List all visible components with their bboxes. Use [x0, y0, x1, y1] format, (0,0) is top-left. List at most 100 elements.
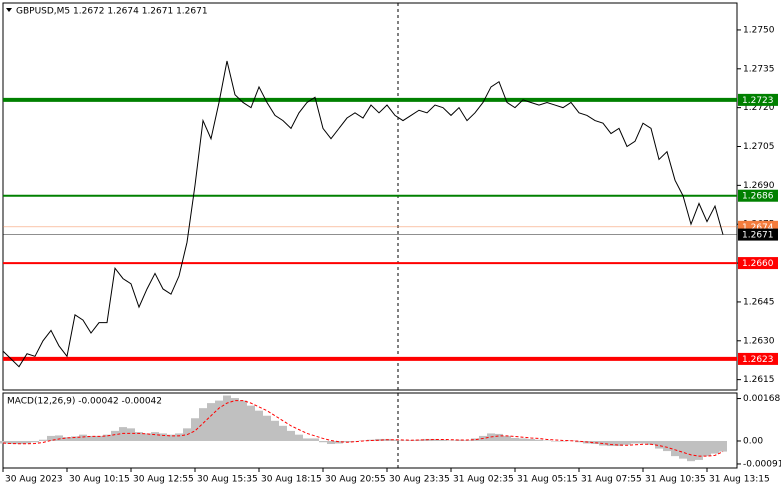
- level-label-box: [738, 352, 778, 365]
- macd-bar: [439, 439, 447, 441]
- macd-bar: [215, 400, 223, 441]
- macd-bar: [711, 440, 719, 454]
- y-tick-label: 0.00: [743, 436, 763, 446]
- macd-bar: [199, 408, 207, 441]
- macd-bar: [191, 418, 199, 441]
- macd-bar: [39, 439, 47, 441]
- macd-bar: [311, 438, 319, 441]
- x-tick-label: 30 Aug 18:15: [261, 475, 322, 485]
- macd-bar: [431, 438, 439, 441]
- macd-bar: [303, 438, 311, 441]
- macd-bar: [679, 440, 687, 459]
- macd-bar: [119, 427, 127, 441]
- macd-bar: [399, 440, 407, 441]
- macd-bar: [671, 440, 679, 457]
- macd-bar: [655, 440, 663, 449]
- macd-bar: [687, 440, 695, 462]
- y-tick-label: 1.2645: [743, 297, 775, 307]
- macd-bar: [239, 400, 247, 441]
- macd-bar: [327, 440, 335, 445]
- macd-bar: [319, 440, 327, 443]
- macd-bar: [127, 428, 135, 441]
- y-tick-label: 1.2750: [743, 25, 775, 35]
- macd-bar: [647, 440, 655, 445]
- level-label: 1.2723: [742, 96, 774, 106]
- level-label-box: [738, 189, 778, 202]
- chart-title: GBPUSD,M5 1.2672 1.2674 1.2671 1.2671: [16, 7, 208, 17]
- macd-bar: [719, 440, 727, 452]
- macd-bar: [279, 425, 287, 441]
- macd-bar: [23, 440, 31, 444]
- macd-bar: [551, 440, 559, 442]
- macd-bar: [535, 439, 543, 441]
- macd-bar: [639, 440, 647, 444]
- macd-bar: [511, 437, 519, 441]
- macd-bar: [255, 410, 263, 441]
- x-tick-label: 31 Aug 07:55: [581, 475, 642, 485]
- macd-bar: [79, 434, 87, 441]
- macd-bar: [495, 433, 503, 441]
- x-tick-label: 31 Aug 02:35: [453, 475, 514, 485]
- macd-bar: [351, 440, 359, 442]
- macd-bar: [631, 440, 639, 444]
- macd-bar: [271, 420, 279, 441]
- price-marker-box: [738, 228, 778, 241]
- macd-bar: [447, 440, 455, 441]
- macd-bar: [527, 438, 535, 441]
- y-tick-label: 0.00168: [743, 394, 780, 404]
- macd-bar: [263, 415, 271, 441]
- macd-bar: [607, 440, 615, 447]
- macd-bar: [159, 433, 167, 441]
- macd-bar: [663, 440, 671, 452]
- macd-bar: [543, 440, 551, 441]
- macd-bar: [135, 432, 143, 441]
- x-tick-label: 31 Aug 05:15: [517, 475, 578, 485]
- macd-bar: [63, 437, 71, 441]
- macd-bar: [695, 440, 703, 460]
- y-tick-label: -0.00091: [743, 459, 781, 469]
- macd-bar: [71, 436, 79, 441]
- macd-bar: [463, 440, 471, 441]
- x-tick-label: 30 Aug 23:35: [389, 475, 450, 485]
- y-tick-label: 1.2615: [743, 375, 775, 385]
- x-tick-label: 31 Aug 13:15: [709, 475, 770, 485]
- macd-bar: [175, 433, 183, 441]
- level-label: 1.2623: [742, 355, 774, 365]
- macd-bar: [519, 438, 527, 441]
- macd-bar: [391, 439, 399, 441]
- macd-bar: [471, 438, 479, 441]
- level-label-box: [738, 93, 778, 106]
- macd-bar: [415, 439, 423, 441]
- macd-title: MACD(12,26,9) -0.00042 -0.00042: [7, 397, 162, 407]
- macd-bar: [247, 405, 255, 441]
- macd-bar: [0, 440, 7, 444]
- macd-bar: [615, 440, 623, 447]
- macd-bar: [143, 433, 151, 441]
- macd-bar: [575, 440, 583, 443]
- macd-bar: [703, 440, 711, 457]
- macd-bar: [7, 440, 15, 445]
- macd-bar: [103, 434, 111, 441]
- y-tick-label: 1.2720: [743, 103, 775, 113]
- y-tick-label: 1.2690: [743, 181, 775, 191]
- macd-bar: [55, 435, 63, 441]
- macd-bar: [295, 434, 303, 441]
- x-tick-label: 30 Aug 10:15: [69, 475, 130, 485]
- macd-bar: [111, 430, 119, 441]
- level-label-box: [738, 257, 778, 270]
- x-tick-label: 30 Aug 12:55: [133, 475, 194, 485]
- macd-bar: [15, 440, 23, 445]
- macd-bar: [335, 440, 343, 444]
- y-tick-label: 1.2705: [743, 142, 775, 152]
- macd-bar: [167, 434, 175, 441]
- price-line-series: [2, 60, 724, 368]
- macd-bar: [151, 432, 159, 441]
- macd-bar: [287, 430, 295, 441]
- macd-bar: [591, 440, 599, 445]
- macd-bar: [223, 395, 231, 441]
- x-tick-label: 31 Aug 10:35: [645, 475, 706, 485]
- macd-bar: [31, 440, 39, 443]
- macd-bar: [207, 403, 215, 441]
- macd-bar: [559, 440, 567, 442]
